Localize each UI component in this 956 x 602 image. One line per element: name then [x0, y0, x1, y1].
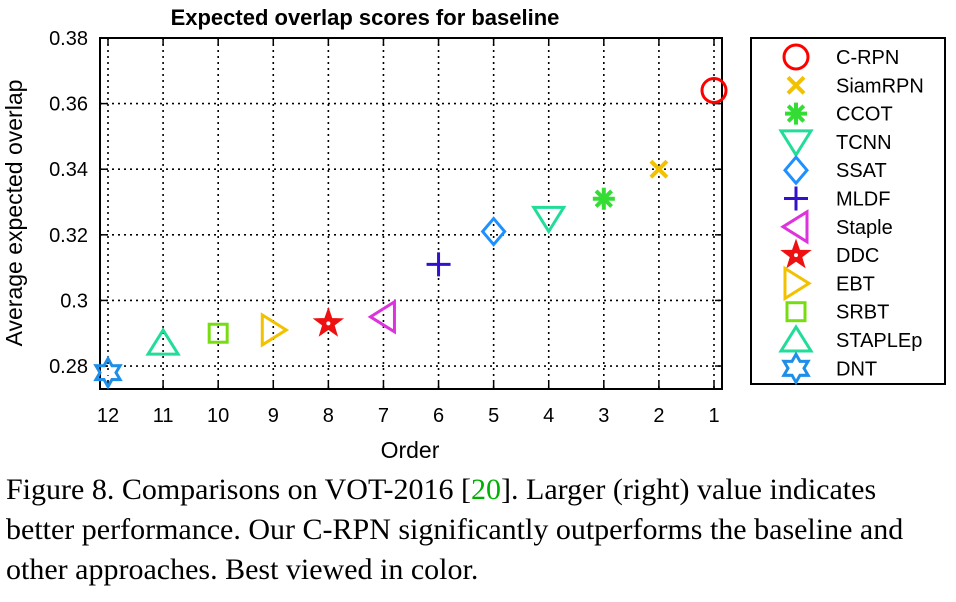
- y-tick-label: 0.3: [60, 290, 88, 312]
- legend-item: C-RPN: [782, 43, 899, 71]
- x-tick-label: 2: [653, 405, 664, 427]
- legend-label: Staple: [836, 217, 893, 239]
- data-markers: [93, 76, 728, 390]
- data-point-ccot: [592, 187, 615, 210]
- legend-item: TCNN: [778, 129, 892, 158]
- y-tick-label: 0.32: [49, 225, 88, 247]
- figure-caption: Figure 8. Comparisons on VOT-2016 [20]. …: [6, 470, 950, 590]
- legend-label: EBT: [836, 273, 875, 295]
- data-point-ddc: [312, 306, 345, 337]
- x-tick-label: 11: [153, 405, 174, 427]
- x-tick-label: 8: [323, 405, 334, 427]
- data-point-mldf: [426, 252, 451, 277]
- legend-item: DNT: [781, 351, 877, 386]
- legend-marker: [781, 351, 811, 386]
- x-tick-label: 9: [268, 405, 279, 427]
- x-tick-label: 6: [433, 405, 444, 427]
- legend-label: STAPLEp: [836, 330, 922, 352]
- legend-marker: [782, 43, 810, 71]
- legend-marker: [784, 186, 808, 211]
- legend-marker: [780, 209, 809, 245]
- legend-marker: [785, 102, 807, 125]
- legend-label: TCNN: [836, 132, 892, 154]
- caption-text-start: Figure 8. Comparisons on VOT-2016 [: [6, 473, 471, 506]
- y-axis-label: Average expected overlap: [1, 80, 27, 347]
- x-tick-label: 5: [488, 405, 499, 427]
- legend-label: MLDF: [836, 189, 890, 211]
- x-tick-label: 4: [543, 405, 554, 427]
- x-tick-label: 10: [207, 405, 229, 427]
- legend-item: Staple: [780, 209, 893, 245]
- legend-item: STAPLEp: [778, 324, 922, 353]
- data-point-tcnn: [531, 205, 567, 235]
- legend-label: CCOT: [836, 104, 893, 126]
- legend-label: SRBT: [836, 302, 889, 324]
- data-point-staple: [367, 299, 396, 335]
- legend-label: DNT: [836, 358, 877, 380]
- axis-ticks: 12 11 10 9 8 7 6 5 4 3 2 1 0.28 0.3 0.32 0.34 0.36 0.38: [49, 28, 722, 427]
- legend-label: DDC: [836, 245, 879, 267]
- y-tick-label: 0.34: [49, 159, 88, 181]
- y-tick-label: 0.28: [49, 356, 88, 378]
- legend-item: DDC: [780, 238, 879, 269]
- legend-marker: [785, 301, 807, 323]
- y-tick-label: 0.38: [49, 28, 88, 50]
- grid: [100, 38, 722, 389]
- legend-marker: [780, 238, 812, 269]
- data-point-dnt: [93, 355, 123, 390]
- caption-citation-link[interactable]: 20: [471, 473, 501, 506]
- legend-item: SiamRPN: [786, 75, 924, 97]
- data-point-c-rpn: [700, 76, 728, 104]
- chart: Expected overlap scores for baseline 12 1…: [1, 5, 946, 463]
- legend-marker: [778, 129, 814, 158]
- legend-marker: [786, 75, 806, 95]
- y-tick-label: 0.36: [49, 94, 88, 116]
- legend-box: [750, 37, 946, 385]
- x-tick-label: 1: [708, 405, 719, 427]
- x-tick-label: 12: [97, 405, 119, 427]
- data-point-ssat: [480, 216, 507, 247]
- legend-item: EBT: [783, 265, 875, 302]
- legend: C-RPN SiamRPN CCOT TCNN SSAT MLDF Staple DDC EBT…: [778, 43, 924, 386]
- legend-label: C-RPN: [836, 47, 899, 69]
- plot-frame: [99, 37, 723, 390]
- data-point-srbt: [207, 322, 229, 344]
- legend-marker: [783, 265, 812, 302]
- data-point-ebt: [260, 312, 290, 348]
- x-tick-label: 7: [378, 405, 389, 427]
- data-point-staplep: [145, 327, 181, 356]
- x-axis-label: Order: [381, 437, 440, 463]
- legend-marker: [783, 154, 809, 186]
- legend-item: CCOT: [785, 102, 893, 126]
- legend-item: SSAT: [783, 154, 887, 186]
- legend-label: SSAT: [836, 160, 887, 182]
- data-point-siamrpn: [649, 159, 669, 179]
- chart-title: Expected overlap scores for baseline: [171, 5, 560, 30]
- legend-item: MLDF: [784, 186, 890, 211]
- legend-label: SiamRPN: [836, 75, 924, 97]
- x-tick-label: 3: [598, 405, 609, 427]
- legend-item: SRBT: [785, 301, 889, 324]
- legend-marker: [778, 324, 814, 353]
- caption-text-end: ]. Larger (right) value indicates better…: [6, 473, 904, 586]
